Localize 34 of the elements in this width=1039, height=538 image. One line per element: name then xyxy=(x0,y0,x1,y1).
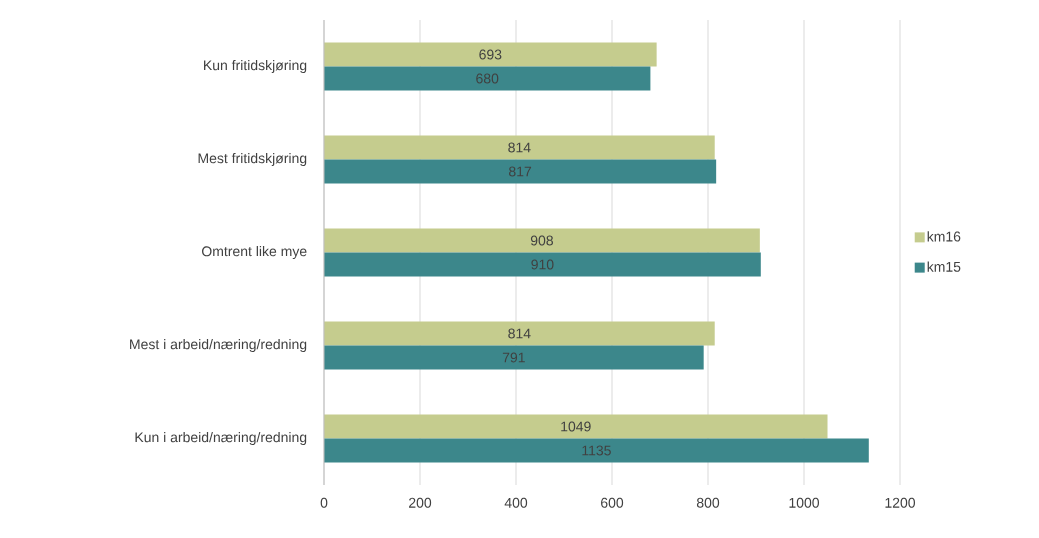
bar xyxy=(324,252,761,277)
bar xyxy=(324,42,657,67)
data-label: 791 xyxy=(502,352,525,363)
bar xyxy=(324,438,869,463)
data-label: 814 xyxy=(508,142,531,153)
x-tick-label: 200 xyxy=(409,497,432,508)
bar xyxy=(324,66,651,91)
legend-label: km15 xyxy=(927,261,961,272)
y-tick-label: Mest fritidskjøring xyxy=(198,152,307,167)
x-tick-label: 0 xyxy=(320,497,328,508)
bar xyxy=(324,228,760,253)
bar xyxy=(324,135,715,160)
bar xyxy=(324,159,717,184)
data-label: 908 xyxy=(530,235,553,246)
data-label: 817 xyxy=(509,166,532,177)
x-tick-label: 600 xyxy=(601,497,624,508)
legend-label: km16 xyxy=(927,231,961,242)
x-tick-label: 1200 xyxy=(885,497,916,508)
bar xyxy=(324,414,828,439)
y-tick-label: Mest i arbeid/næring/redning xyxy=(130,338,307,353)
data-label: 693 xyxy=(479,49,502,60)
x-tick-label: 1000 xyxy=(789,497,820,508)
y-tick-label: Kun fritidskjøring xyxy=(204,59,307,74)
y-tick-label: Kun i arbeid/næring/redning xyxy=(135,431,307,446)
data-label: 1049 xyxy=(561,421,591,432)
data-label: 814 xyxy=(508,328,531,339)
data-label: 680 xyxy=(476,73,499,84)
bar xyxy=(324,345,704,370)
y-tick-label: Omtrent like mye xyxy=(202,245,307,260)
bar xyxy=(324,321,715,346)
x-tick-label: 400 xyxy=(504,497,528,508)
x-tick-label: 800 xyxy=(696,497,720,508)
data-label: 1135 xyxy=(582,445,611,456)
data-label: 910 xyxy=(531,259,554,270)
